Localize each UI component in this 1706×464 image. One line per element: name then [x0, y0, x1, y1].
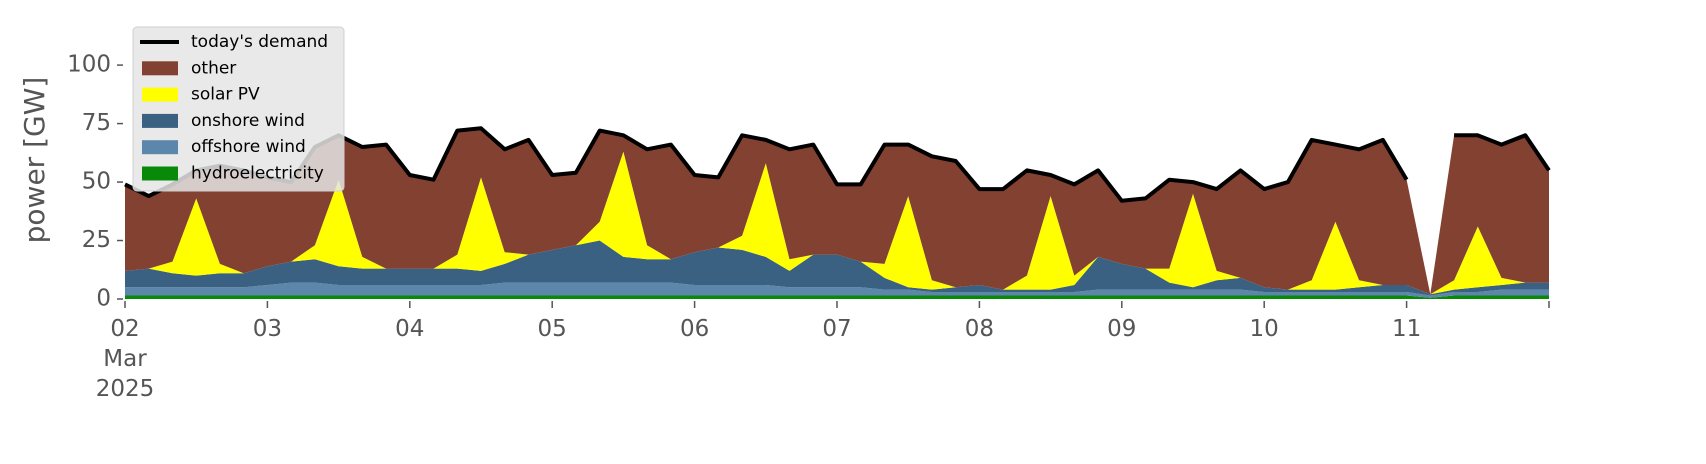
x-tick-label: 06 [680, 316, 709, 342]
legend-swatch [142, 113, 178, 128]
y-tick-label: 50 [82, 169, 111, 195]
x-tick-label: 05 [538, 316, 567, 342]
x-tick-label: 10 [1250, 316, 1279, 342]
area [125, 128, 1549, 295]
x-tick-label: 03 [253, 316, 282, 342]
legend-label: onshore wind [191, 111, 305, 131]
y-tick-label: 100 [67, 52, 111, 78]
legend-swatch [142, 61, 178, 76]
area [125, 282, 1549, 298]
x-tick-label: 02 Mar 2025 [96, 316, 155, 402]
legend-swatch [142, 140, 178, 155]
legend-label: offshore wind [191, 137, 306, 157]
legend-swatch [142, 166, 178, 181]
x-tick-label: 07 [822, 316, 851, 342]
legend-box [132, 26, 345, 192]
y-axis-label: power [GW] [18, 77, 51, 244]
y-tick-label: 25 [82, 227, 111, 253]
area [125, 151, 1549, 295]
x-tick-label: 11 [1392, 316, 1421, 342]
x-tick-label: 04 [395, 316, 424, 342]
y-tick-label: 0 [96, 286, 111, 312]
legend-swatch [142, 87, 178, 102]
y-tick-label: 75 [82, 110, 111, 136]
legend: today's demand other solar PV onshore wind o… [132, 26, 345, 192]
legend-label: other [191, 58, 236, 78]
x-tick-label: 08 [965, 316, 994, 342]
legend-label: solar PV [191, 85, 260, 105]
area [125, 240, 1549, 296]
area [125, 295, 1549, 299]
x-tick-label: 09 [1107, 316, 1136, 342]
legend-label: today's demand [191, 32, 328, 52]
legend-label: hydroelectricity [191, 164, 324, 184]
